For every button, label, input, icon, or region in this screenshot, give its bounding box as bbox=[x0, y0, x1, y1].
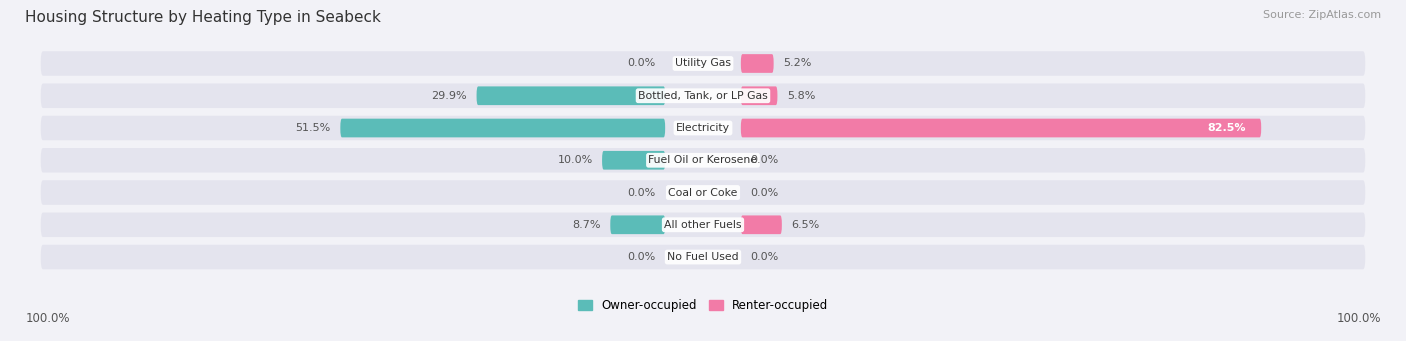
FancyBboxPatch shape bbox=[41, 212, 1365, 237]
Text: 0.0%: 0.0% bbox=[627, 252, 655, 262]
Text: 51.5%: 51.5% bbox=[295, 123, 330, 133]
FancyBboxPatch shape bbox=[41, 51, 1365, 76]
Text: Utility Gas: Utility Gas bbox=[675, 59, 731, 69]
Text: 0.0%: 0.0% bbox=[751, 155, 779, 165]
FancyBboxPatch shape bbox=[41, 148, 1365, 173]
Text: Electricity: Electricity bbox=[676, 123, 730, 133]
Text: 0.0%: 0.0% bbox=[751, 252, 779, 262]
Text: 8.7%: 8.7% bbox=[572, 220, 600, 230]
Legend: Owner-occupied, Renter-occupied: Owner-occupied, Renter-occupied bbox=[572, 294, 834, 317]
Text: 29.9%: 29.9% bbox=[432, 91, 467, 101]
FancyBboxPatch shape bbox=[41, 84, 1365, 108]
FancyBboxPatch shape bbox=[741, 54, 773, 73]
Text: 6.5%: 6.5% bbox=[792, 220, 820, 230]
FancyBboxPatch shape bbox=[41, 245, 1365, 269]
Text: Source: ZipAtlas.com: Source: ZipAtlas.com bbox=[1263, 10, 1381, 20]
FancyBboxPatch shape bbox=[610, 216, 665, 234]
FancyBboxPatch shape bbox=[741, 86, 778, 105]
Text: All other Fuels: All other Fuels bbox=[664, 220, 742, 230]
Text: 10.0%: 10.0% bbox=[557, 155, 592, 165]
FancyBboxPatch shape bbox=[741, 119, 1261, 137]
FancyBboxPatch shape bbox=[41, 180, 1365, 205]
Text: 100.0%: 100.0% bbox=[25, 312, 70, 325]
FancyBboxPatch shape bbox=[741, 216, 782, 234]
Text: 0.0%: 0.0% bbox=[627, 188, 655, 197]
FancyBboxPatch shape bbox=[340, 119, 665, 137]
Text: 5.8%: 5.8% bbox=[787, 91, 815, 101]
Text: 5.2%: 5.2% bbox=[783, 59, 811, 69]
Text: Coal or Coke: Coal or Coke bbox=[668, 188, 738, 197]
FancyBboxPatch shape bbox=[602, 151, 665, 169]
Text: 0.0%: 0.0% bbox=[751, 188, 779, 197]
Text: 82.5%: 82.5% bbox=[1206, 123, 1246, 133]
Text: Housing Structure by Heating Type in Seabeck: Housing Structure by Heating Type in Sea… bbox=[25, 10, 381, 25]
Text: Bottled, Tank, or LP Gas: Bottled, Tank, or LP Gas bbox=[638, 91, 768, 101]
Text: No Fuel Used: No Fuel Used bbox=[668, 252, 738, 262]
FancyBboxPatch shape bbox=[477, 86, 665, 105]
Text: 0.0%: 0.0% bbox=[627, 59, 655, 69]
FancyBboxPatch shape bbox=[41, 116, 1365, 140]
Text: Fuel Oil or Kerosene: Fuel Oil or Kerosene bbox=[648, 155, 758, 165]
Text: 100.0%: 100.0% bbox=[1336, 312, 1381, 325]
